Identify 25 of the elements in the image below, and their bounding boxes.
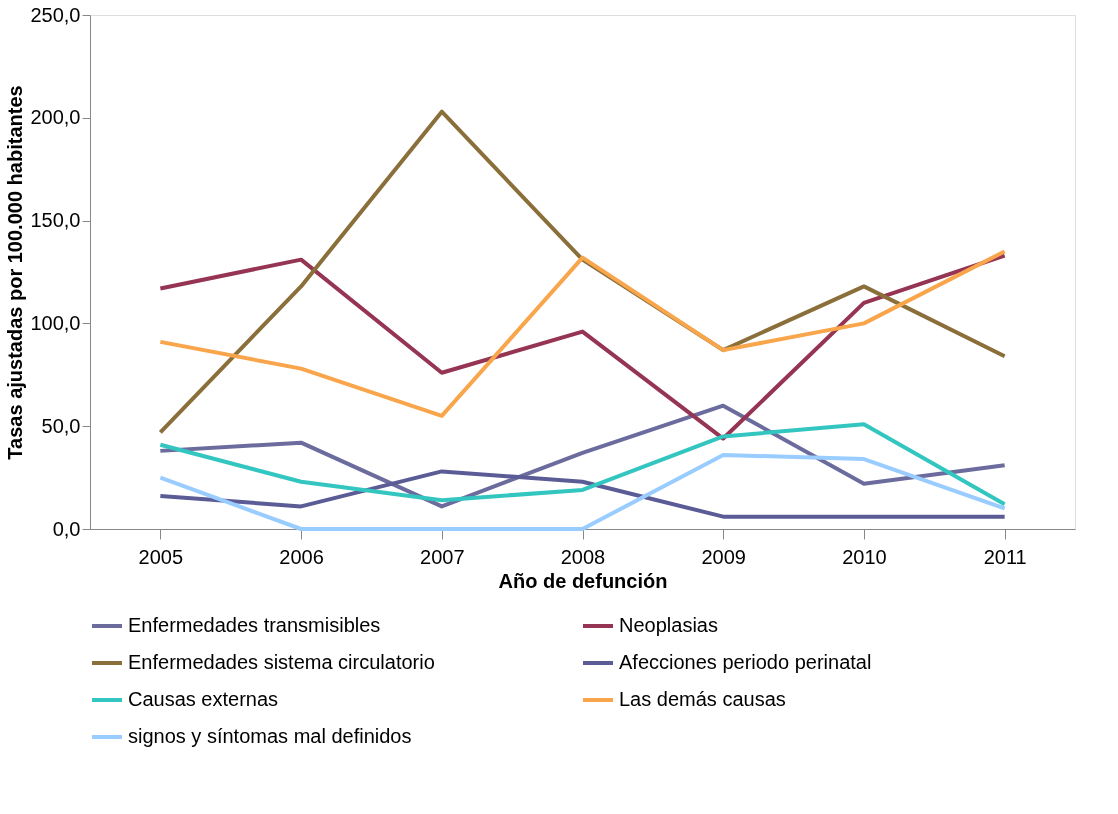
legend-label: Neoplasias	[619, 614, 718, 636]
x-tick-label: 2005	[138, 545, 184, 568]
y-axis-title: Tasas ajustadas por 100.000 habitantes	[4, 85, 27, 460]
legend-label: Las demás causas	[619, 688, 786, 710]
legend-label: signos y síntomas mal definidos	[128, 725, 412, 747]
x-tick-label: 2006	[279, 545, 324, 568]
line-series	[158, 422, 1007, 507]
legend-label: Afecciones periodo perinatal	[619, 651, 872, 673]
x-tick-label: 2008	[560, 545, 606, 568]
x-tick-label: 2009	[701, 545, 746, 568]
y-tick-label: 250,0	[30, 3, 81, 26]
y-tick-label: 200,0	[30, 106, 81, 129]
legend-label: Enfermedades transmisibles	[128, 614, 381, 636]
x-tick-label: 2010	[842, 545, 887, 568]
x-tick-label: 2011	[983, 545, 1027, 568]
y-tick-label: 50,0	[41, 414, 81, 437]
y-tick-label: 100,0	[30, 311, 81, 334]
y-tick-label: 0,0	[52, 517, 81, 540]
y-tick-label: 150,0	[30, 209, 81, 232]
legend-label: Causas externas	[128, 688, 279, 710]
x-tick-label: 2007	[420, 545, 465, 568]
legend-label: Enfermedades sistema circulatorio	[128, 651, 435, 673]
line-series	[158, 452, 1007, 531]
x-axis-title: Año de defunción	[498, 569, 668, 592]
line-series	[158, 469, 1007, 519]
